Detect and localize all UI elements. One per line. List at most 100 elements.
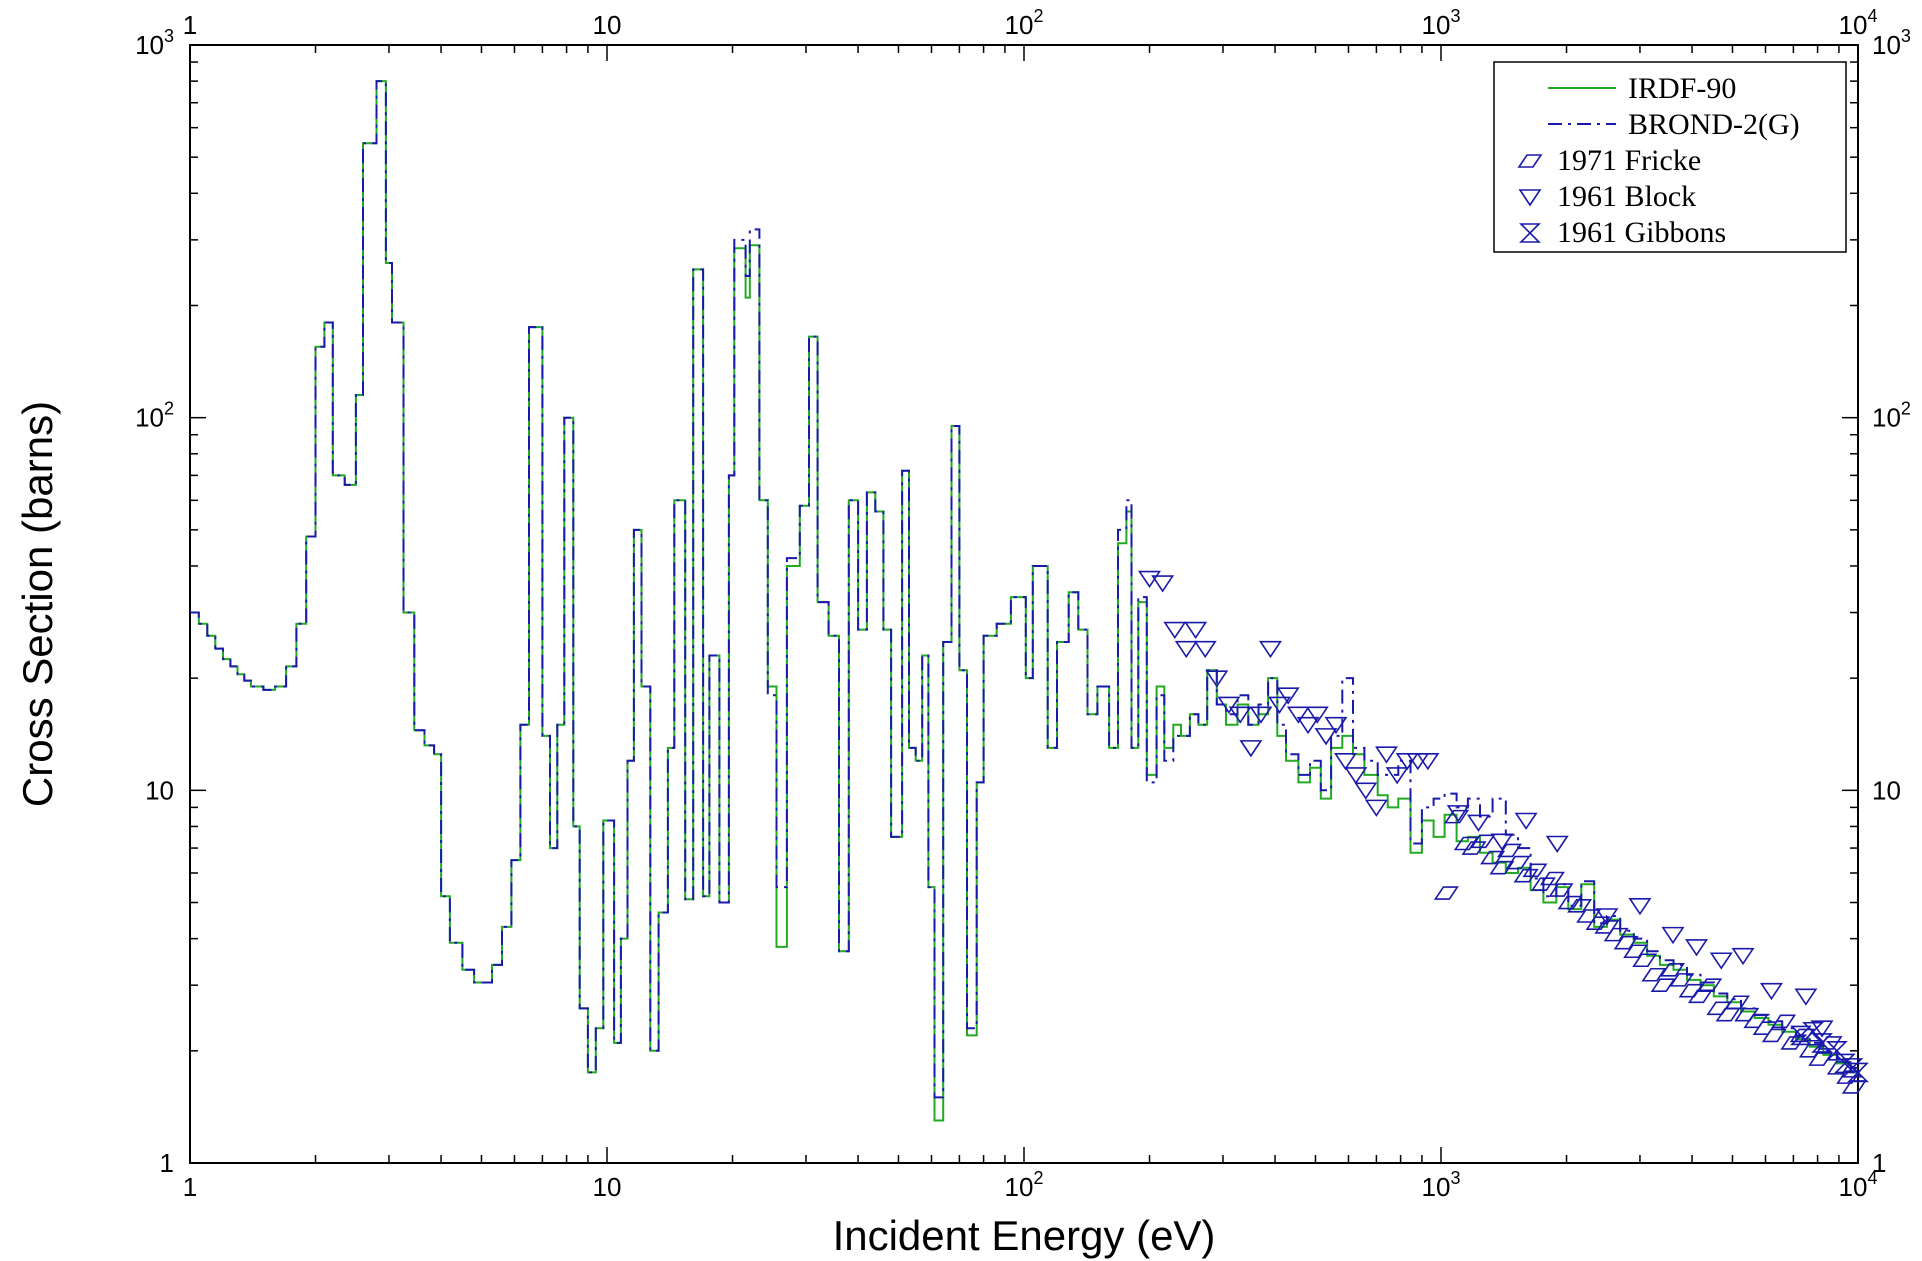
scatter-point-parallelogram <box>1557 895 1583 910</box>
scatter-point-parallelogram <box>1603 927 1629 942</box>
scatter-point-parallelogram <box>1789 1028 1815 1043</box>
scatter-point-bowtie <box>1790 1025 1812 1046</box>
x-tick-label-top: 1 <box>183 10 197 40</box>
scatter-point-parallelogram <box>1715 1007 1741 1022</box>
legend-marker-shape <box>1518 189 1542 207</box>
legend-marker-gibbons <box>1519 223 1541 243</box>
scatter-point-triangle-down <box>1374 746 1398 764</box>
y-tick-label-right: 103 <box>1872 26 1911 60</box>
scatter-point-bowtie <box>1833 1053 1856 1074</box>
scatter-point-triangle-down <box>1545 835 1569 853</box>
y-axis-title: Cross Section (barns) <box>14 401 61 807</box>
legend-label-gibbons: 1961 Gibbons <box>1557 216 1726 249</box>
scatter-point-triangle-down <box>1685 939 1709 957</box>
scatter-point-triangle-down <box>1416 753 1440 771</box>
scatter-point-parallelogram <box>1513 868 1539 883</box>
scatter-point-triangle-down <box>1661 926 1685 945</box>
scatter-point-parallelogram <box>1522 863 1548 878</box>
scatter-point-triangle-down <box>1364 799 1388 817</box>
scatter-point-triangle-down <box>1268 696 1292 714</box>
x-axis-title: Incident Energy (eV) <box>833 1212 1216 1259</box>
scatter-point-parallelogram <box>1743 1014 1769 1029</box>
scatter-point-triangle-down <box>1174 640 1198 659</box>
y-tick-label-right: 10 <box>1872 775 1901 805</box>
y-tick-label-right: 102 <box>1872 399 1911 433</box>
scatter-point-parallelogram <box>1641 967 1667 982</box>
scatter-point-parallelogram <box>1761 1028 1787 1043</box>
scatter-point-parallelogram <box>1530 877 1556 891</box>
scatter-point-parallelogram <box>1650 978 1676 992</box>
plot-area <box>190 80 1869 1122</box>
scatter-point-bowtie <box>1802 1021 1824 1042</box>
scatter-point-triangle-down <box>1217 696 1241 714</box>
scatter-point-parallelogram <box>1433 886 1459 900</box>
scatter-point-parallelogram <box>1548 883 1574 897</box>
y-tick-label-left: 103 <box>135 26 174 60</box>
scatter-point-triangle-down <box>1731 947 1755 966</box>
scatter-point-parallelogram <box>1771 1014 1797 1029</box>
legend-marker-fricke <box>1517 154 1543 168</box>
scatter-point-parallelogram <box>1480 850 1506 865</box>
scatter-point-parallelogram <box>1613 935 1639 950</box>
scatter-point-bowtie <box>1811 1033 1833 1053</box>
scatter-point-parallelogram <box>1461 841 1487 855</box>
scatter-point-parallelogram <box>1497 843 1523 858</box>
x-tick-label-bottom: 10 <box>593 1172 622 1202</box>
x-tick-label-bottom: 103 <box>1422 1168 1461 1202</box>
scatter-point-parallelogram <box>1444 809 1470 824</box>
scatter-point-triangle-down <box>1258 640 1282 659</box>
scatter-point-triangle-down <box>1628 897 1652 916</box>
scatter-point-triangle-down <box>1446 805 1470 823</box>
scatter-point-parallelogram <box>1576 909 1602 923</box>
scatter-point-triangle-down <box>1286 706 1310 724</box>
scatter-point-triangle-down <box>1305 706 1329 724</box>
scatter-point-triangle-down <box>1228 706 1252 724</box>
scatter-point-parallelogram <box>1659 962 1685 977</box>
scatter-point-triangle-down <box>1595 908 1619 926</box>
scatter-point-triangle-down <box>1354 782 1378 800</box>
scatter-point-triangle-down <box>1184 621 1208 640</box>
scatter-point-triangle-down <box>1466 814 1490 832</box>
legend-label-brond-2g: BROND-2(G) <box>1628 108 1800 141</box>
x-tick-label-top: 103 <box>1422 6 1461 40</box>
legend-marker-shape <box>1519 223 1541 243</box>
scatter-point-parallelogram <box>1489 860 1515 875</box>
scatter-point-triangle-down <box>1205 670 1229 688</box>
scatter-point-triangle-down <box>1344 767 1368 785</box>
legend-label-fricke: 1971 Fricke <box>1557 144 1701 177</box>
scatter-point-parallelogram <box>1567 898 1593 913</box>
x-tick-label-top: 10 <box>593 10 622 40</box>
y-tick-label-right: 1 <box>1872 1148 1886 1178</box>
x-tick-label-bottom: 102 <box>1005 1168 1044 1202</box>
scatter-point-triangle-down <box>1324 716 1348 735</box>
scatter-point-parallelogram <box>1808 1052 1834 1066</box>
scatter-point-parallelogram <box>1632 953 1658 968</box>
x-tick-label-bottom: 1 <box>183 1172 197 1202</box>
scatter-point-bowtie <box>1847 1062 1869 1083</box>
scatter-point-triangle-down <box>1296 716 1320 735</box>
legend-marker-shape <box>1517 154 1543 168</box>
scatter-point-parallelogram <box>1724 995 1750 1010</box>
scatter-point-triangle-down <box>1514 812 1538 830</box>
scatter-point-triangle-down <box>1333 753 1357 771</box>
x-tick-label-top: 102 <box>1005 6 1044 40</box>
scatter-point-parallelogram <box>1594 920 1620 934</box>
scatter-point-triangle-down <box>1794 988 1818 1006</box>
scatter-point-triangle-down <box>1138 570 1162 589</box>
scatter-point-triangle-down <box>1759 982 1783 1001</box>
x-tick-label-top: 104 <box>1839 6 1878 40</box>
scatter-point-parallelogram <box>1734 1007 1760 1022</box>
axis-ticks <box>189 45 1858 1164</box>
legend-label-block: 1961 Block <box>1557 180 1696 213</box>
scatter-point-parallelogram <box>1453 836 1479 851</box>
legend-marker-block <box>1518 189 1542 207</box>
scatter-point-triangle-down <box>1709 952 1733 970</box>
scatter-point-parallelogram <box>1623 944 1649 959</box>
scatter-point-parallelogram <box>1697 978 1723 992</box>
scatter-point-parallelogram <box>1669 973 1695 987</box>
scatter-point-triangle-down <box>1276 687 1300 705</box>
scatter-point-parallelogram <box>1826 1061 1852 1075</box>
scatter-point-parallelogram <box>1687 989 1713 1004</box>
legend-box <box>1493 61 1847 253</box>
